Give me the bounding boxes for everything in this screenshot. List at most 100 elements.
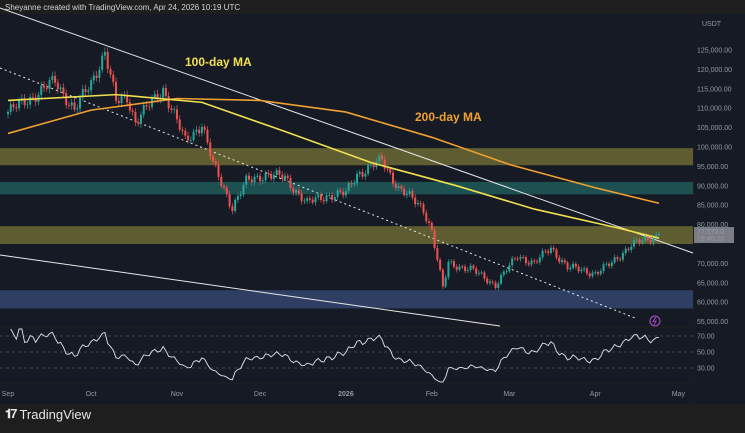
candle-body: [627, 248, 630, 250]
y-tick-label: 90,000.00: [697, 183, 728, 190]
candle-body: [65, 93, 68, 106]
x-tick-label: Nov: [171, 391, 184, 398]
candle-body: [353, 183, 356, 185]
attribution-text: Sheyanne created with TradingView.com, A…: [5, 3, 241, 12]
candle-body: [92, 75, 95, 81]
channel-upper-line: [0, 7, 694, 254]
candle-body: [31, 96, 34, 98]
candle-body: [527, 263, 530, 265]
zone-yellow: [0, 148, 693, 166]
candle-body: [134, 112, 137, 123]
candle-body: [541, 250, 544, 258]
candle-body: [364, 173, 367, 177]
candle-body: [303, 200, 306, 202]
channel-mid-line: [0, 67, 636, 319]
brand-text: TradingView: [19, 406, 92, 422]
candle-body: [452, 261, 455, 267]
candle-body: [563, 260, 566, 263]
candle-body: [87, 90, 90, 92]
candle-body: [608, 263, 611, 267]
candle-body: [583, 268, 586, 270]
x-tick-label: Apr: [590, 391, 602, 398]
candle-body: [34, 97, 37, 102]
candle-body: [508, 265, 511, 272]
candle-body: [267, 172, 270, 175]
candle-body: [450, 261, 453, 263]
candle-body: [203, 127, 206, 130]
candle-body: [386, 168, 389, 170]
candle-body: [585, 268, 588, 274]
candle-body: [200, 127, 203, 134]
candle-body: [414, 197, 417, 205]
candle-body: [242, 184, 245, 195]
candle-body: [195, 129, 198, 132]
candle-body: [175, 109, 178, 120]
candle-body: [81, 89, 84, 98]
candle-body: [619, 258, 622, 260]
y-tick-label: 55,000.00: [697, 319, 728, 326]
candle-body: [513, 258, 516, 260]
time-axis: [0, 384, 693, 404]
candle-body: [416, 203, 419, 205]
candle-body: [464, 266, 467, 271]
candle-body: [184, 130, 187, 136]
candle-body: [425, 212, 428, 222]
candle-body: [270, 174, 273, 179]
candle-body: [455, 266, 458, 270]
candle-body: [594, 272, 597, 273]
candle-body: [300, 193, 303, 202]
candle-body: [400, 186, 403, 189]
y-tick-label: 110,000.00: [697, 106, 732, 113]
x-tick-label: Dec: [254, 391, 267, 398]
y-tick-label: 115,000.00: [697, 86, 732, 93]
candle-body: [580, 269, 583, 272]
candle-body: [475, 268, 478, 274]
candle-body: [602, 264, 605, 271]
candle-body: [239, 194, 242, 197]
candle-body: [198, 129, 201, 134]
candle-body: [577, 266, 580, 272]
candle-body: [657, 234, 660, 235]
candle-body: [502, 271, 505, 275]
candle-body: [295, 190, 298, 193]
candle-body: [331, 195, 334, 200]
candle-body: [181, 129, 184, 131]
candle-body: [378, 155, 381, 162]
y-tick-label: 80,000.00: [697, 222, 728, 229]
candle-body: [297, 190, 300, 194]
tv-logo-icon: 𝟏7: [5, 406, 18, 421]
rsi-line: [10, 328, 660, 383]
candle-body: [649, 239, 652, 243]
last-price-tag: [694, 227, 734, 244]
candle-body: [339, 190, 342, 192]
y-tick-label: 120,000.00: [697, 67, 732, 74]
rsi-tick-label: 70.00: [697, 334, 715, 341]
candle-body: [588, 273, 591, 277]
candle-body: [256, 175, 259, 177]
candle-body: [624, 248, 627, 254]
candle-body: [519, 257, 522, 259]
candle-body: [469, 265, 472, 270]
channel-lower-line: [0, 254, 501, 327]
candle-body: [117, 100, 120, 104]
candle-body: [610, 262, 613, 267]
candle-body: [347, 183, 350, 192]
y-tick-label: 70,000.00: [697, 261, 728, 268]
countdown-label: 19:40:20: [697, 236, 724, 243]
candle-body: [247, 175, 250, 180]
candle-body: [505, 271, 508, 273]
zone-yellow: [0, 226, 693, 244]
candle-body: [572, 263, 575, 268]
y-tick-label: 60,000.00: [697, 300, 728, 307]
candle-body: [84, 89, 87, 92]
candle-body: [500, 274, 503, 284]
candle-body: [103, 51, 106, 56]
y-tick-label: 95,000.00: [697, 164, 728, 171]
candle-body: [137, 122, 140, 124]
y-tick-label: 100,000.00: [697, 145, 732, 152]
candle-body: [206, 129, 209, 143]
zone-blue: [0, 290, 693, 309]
candle-body: [51, 76, 54, 81]
candle-body: [544, 250, 547, 252]
